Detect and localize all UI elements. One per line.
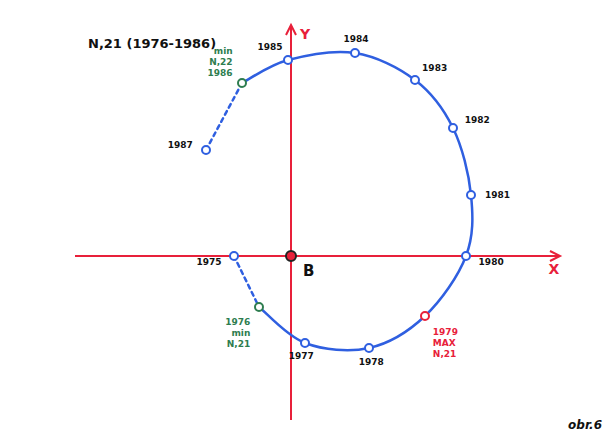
point (449, 124, 457, 132)
x-arrow (550, 251, 560, 261)
point (255, 303, 263, 311)
point (462, 252, 470, 260)
plot-area (202, 49, 475, 352)
point (365, 344, 373, 352)
point (411, 76, 419, 84)
annotation: min (214, 46, 233, 56)
point (467, 191, 475, 199)
point-label: 1978 (359, 357, 384, 367)
point-label: 1980 (479, 257, 504, 267)
point (421, 312, 429, 320)
point-label: 1976 (225, 317, 250, 327)
curve (242, 52, 472, 350)
point-label: 1979 (433, 327, 458, 337)
title: N,21 (1976-1986) (88, 36, 216, 51)
labels: 19751976minN,21197719781979MAXN,21198019… (168, 34, 510, 367)
y-label: Y (299, 26, 311, 42)
point-label: 1981 (485, 190, 510, 200)
point-label: 1985 (258, 42, 283, 52)
diagram: XYBN,21 (1976-1986)obr.619751976minN,211… (0, 0, 612, 439)
point-label: 1987 (168, 140, 193, 150)
x-label: X (549, 261, 560, 277)
point (284, 56, 292, 64)
annotation: N,21 (433, 349, 456, 359)
point (238, 79, 246, 87)
point-label: 1977 (289, 351, 314, 361)
point (351, 49, 359, 57)
point-label: 1984 (343, 34, 368, 44)
origin-label: B (303, 262, 314, 280)
curve-dashed (206, 83, 242, 150)
annotation: MAX (433, 338, 456, 348)
footnote: obr.6 (568, 418, 602, 432)
origin-point (286, 251, 296, 261)
point-label: 1986 (208, 68, 233, 78)
annotation: min (231, 328, 250, 338)
point (202, 146, 210, 154)
point-label: 1975 (197, 257, 222, 267)
point-label: 1982 (465, 115, 490, 125)
point (230, 252, 238, 260)
point (301, 339, 309, 347)
y-arrow (286, 25, 296, 35)
point-label: 1983 (422, 63, 447, 73)
curve-dashed (234, 256, 259, 307)
annotation: N,21 (227, 339, 250, 349)
annotation: N,22 (209, 57, 232, 67)
